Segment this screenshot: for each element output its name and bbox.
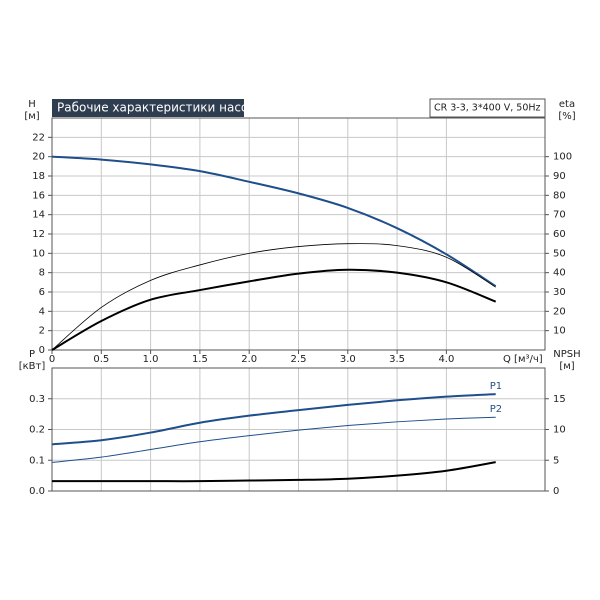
y2-tick-label: 60 [553,229,566,240]
y-tick-label: 8 [39,268,45,279]
y2-tick-label: 15 [553,394,566,405]
y2-tick-label: 20 [553,306,566,317]
x-tick-label: 3.0 [340,354,356,365]
title-box [52,99,244,117]
subtitle-box [429,98,546,118]
x-tick-label: 3.5 [389,354,405,365]
y-tick-label: 0.0 [29,486,45,497]
y2-axis-label: [м] [559,361,574,372]
y-tick-label: 22 [32,132,45,143]
x-tick-label: 2.5 [291,354,307,365]
y-axis-label: P [29,349,35,360]
curve [51,243,496,351]
y2-tick-label: 10 [553,326,566,337]
y-tick-label: 2 [39,326,45,337]
y-tick-label: 6 [39,287,45,298]
y2-tick-label: 10 [553,425,566,436]
plot-frame [51,367,546,492]
chart-subtitle: CR 3-3, 3*400 V, 50Hz [434,103,541,114]
y-tick-label: 12 [32,229,45,240]
y-tick-label: 0.3 [29,394,45,405]
y-axis-label: [м] [24,111,39,122]
y-tick-label: 20 [32,152,45,163]
series-label: P2 [490,404,502,415]
y2-tick-label: 50 [553,248,566,259]
plot-frame [51,117,546,351]
y-tick-label: 0.2 [29,425,45,436]
y-tick-label: 16 [32,190,45,201]
chart-title: Рабочие характеристики насоса [57,101,262,115]
x-tick-label: 1.5 [192,354,208,365]
y2-tick-label: 40 [553,268,566,279]
y-tick-label: 10 [32,248,45,259]
curve [51,461,496,483]
curve [51,393,496,446]
y-tick-label: 4 [39,306,45,317]
curve [51,155,497,288]
y2-tick-label: 0 [553,486,559,497]
y2-tick-label: 5 [553,455,559,466]
y-tick-label: 14 [32,210,45,221]
series-label: P1 [490,381,502,392]
y-axis-label: H [28,99,36,110]
y-tick-label: 0 [39,345,45,356]
y2-tick-label: 30 [553,287,566,298]
x-tick-label: 2.0 [241,354,257,365]
x-tick-label: 0 [49,354,55,365]
y2-axis-label: eta [559,99,575,110]
y-tick-label: 0.1 [29,455,45,466]
x-axis-label: Q [м³/ч] [503,354,543,365]
y2-tick-label: 90 [553,171,566,182]
y2-tick-label: 100 [553,152,572,163]
x-tick-label: 4.0 [438,354,454,365]
x-tick-label: 1.0 [143,354,159,365]
y2-axis-label: [%] [558,111,575,122]
y2-axis-label: NPSH [553,349,580,360]
x-tick-label: 0.5 [93,354,109,365]
curve [51,416,496,463]
y-tick-label: 18 [32,171,45,182]
y2-tick-label: 70 [553,210,566,221]
curve [51,268,497,351]
y2-tick-label: 80 [553,190,566,201]
y-axis-label: [кВт] [19,361,46,372]
